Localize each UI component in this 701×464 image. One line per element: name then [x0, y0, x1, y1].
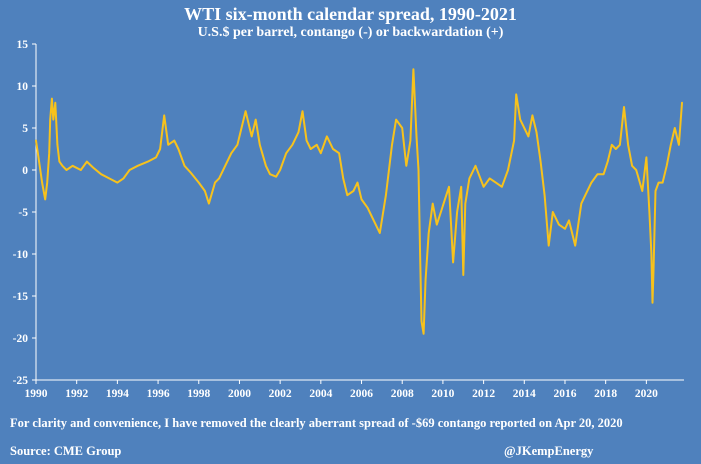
x-tick-label: 2016 [553, 388, 576, 400]
y-tick-label: -25 [13, 375, 29, 387]
chart-subtitle: U.S.$ per barrel, contango (-) or backwa… [197, 25, 504, 40]
y-tick-label: 0 [22, 165, 28, 177]
y-tick-label: -15 [13, 291, 29, 303]
series-line-1 [35, 68, 683, 335]
x-tick-label: 1998 [187, 388, 210, 400]
x-tick-label: 2012 [472, 388, 495, 400]
x-tick-label: 2000 [228, 388, 251, 400]
y-tick-label: 5 [22, 123, 28, 135]
x-tick-label: 2010 [431, 388, 454, 400]
chart-title: WTI six-month calendar spread, 1990-2021 [184, 4, 517, 24]
x-tick-label: 2014 [513, 388, 536, 400]
source-label: Source: CME Group [10, 444, 122, 458]
x-tick-label: 2008 [391, 388, 414, 400]
y-tick-label: -20 [13, 333, 29, 345]
y-tick-label: 15 [17, 39, 29, 51]
x-tick-label: 1996 [147, 388, 170, 400]
x-tick-label: 2004 [309, 388, 332, 400]
x-tick-label: 1990 [25, 388, 48, 400]
author-credit: @JKempEnergy [504, 444, 594, 458]
x-tick-label: 2018 [594, 388, 617, 400]
y-tick-label: -10 [13, 249, 29, 261]
y-tick-label: 10 [17, 81, 29, 93]
x-tick-label: 2020 [635, 388, 658, 400]
x-tick-label: 1994 [106, 388, 129, 400]
footnote: For clarity and convenience, I have remo… [10, 416, 623, 430]
x-tick-label: 1992 [65, 388, 88, 400]
y-tick-label: -5 [18, 207, 28, 219]
x-tick-label: 2002 [269, 388, 292, 400]
x-tick-label: 2006 [350, 388, 373, 400]
